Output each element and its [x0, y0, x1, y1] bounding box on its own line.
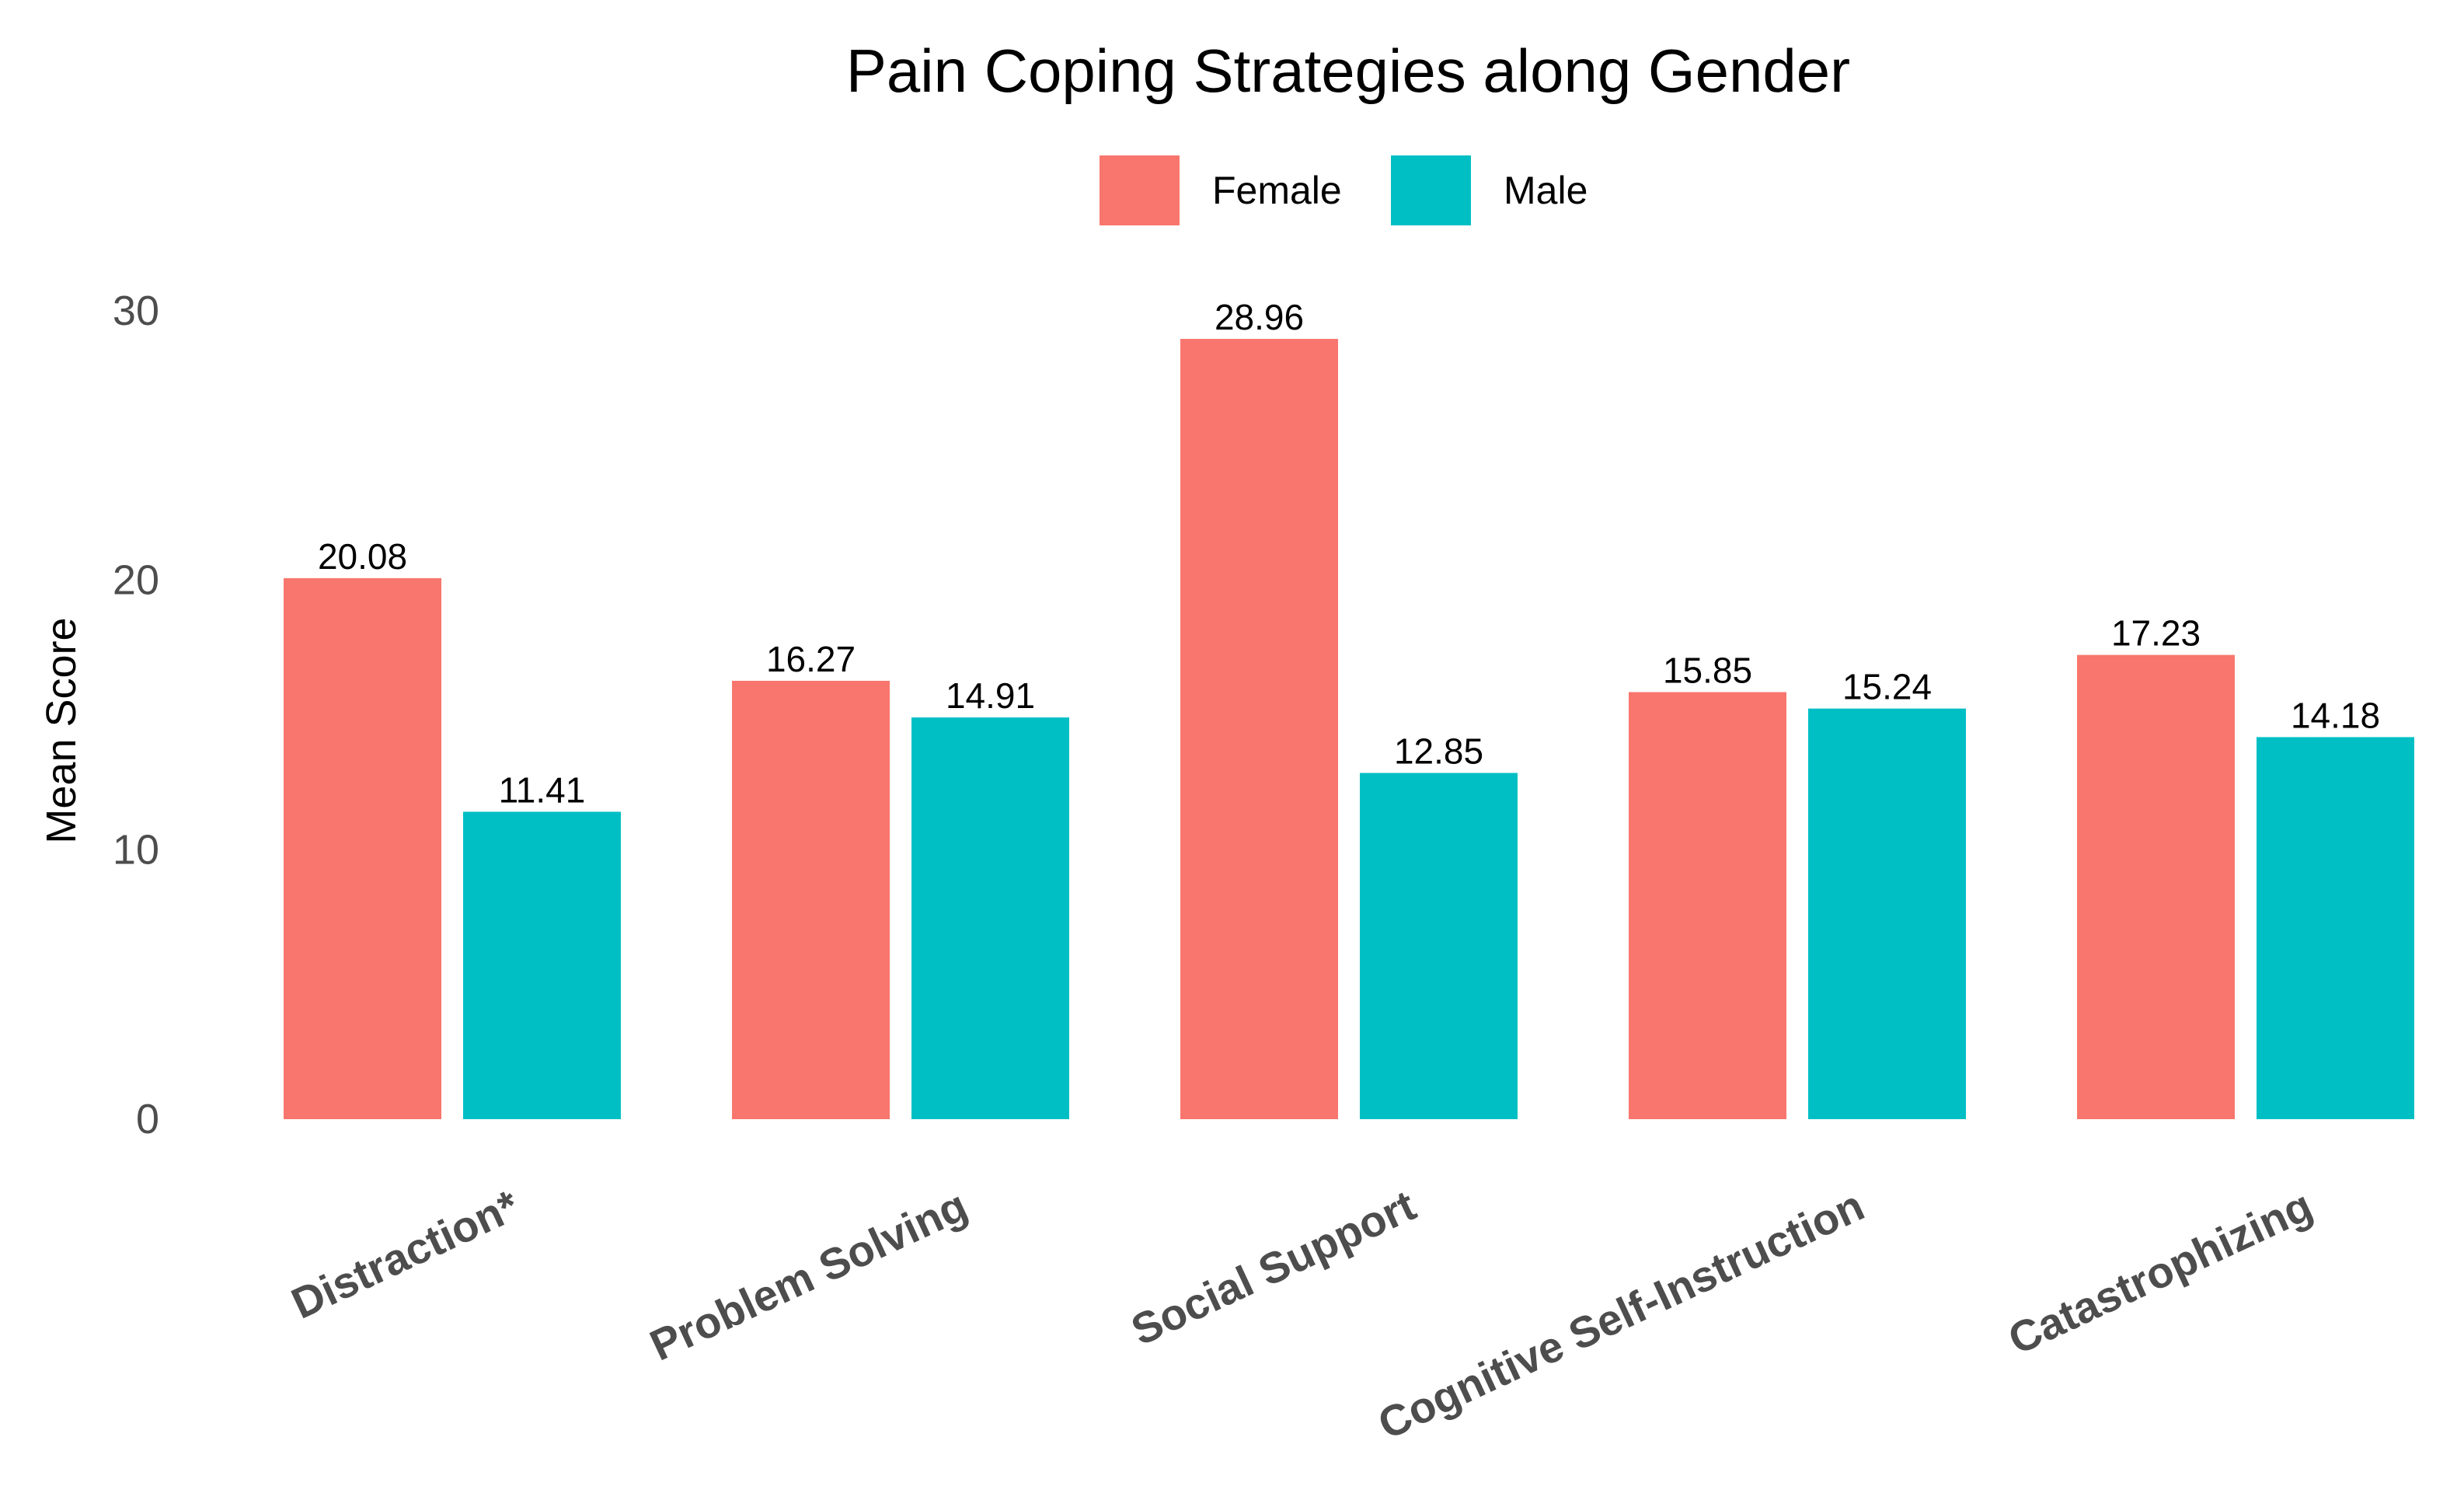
legend: Female Male	[1100, 155, 1587, 225]
y-tick-label: 0	[136, 1096, 159, 1142]
value-label-female-cognitive-self-instruction: 15.85	[1663, 651, 1752, 691]
legend-label-female: Female	[1212, 169, 1342, 212]
value-label-female-social-support: 28.96	[1215, 297, 1304, 337]
bar-male-social-support	[1360, 773, 1518, 1119]
bar-female-distraction	[284, 577, 441, 1119]
bar-male-problem-solving	[911, 717, 1069, 1119]
value-label-female-distraction: 20.08	[318, 536, 407, 577]
y-tick-label: 10	[113, 826, 159, 873]
bar-female-problem-solving	[732, 680, 890, 1119]
x-tick-label: Distraction*	[284, 1181, 527, 1328]
value-label-female-catastrophizing: 17.23	[2111, 613, 2201, 654]
bar-male-catastrophizing	[2257, 737, 2414, 1119]
x-tick-label: Catastrophizing	[2001, 1181, 2319, 1364]
y-axis-ticks: 0 10 20 30	[113, 288, 159, 1142]
legend-swatch-male	[1391, 155, 1471, 225]
bar-female-social-support	[1180, 339, 1338, 1119]
value-label-male-cognitive-self-instruction: 15.24	[1842, 667, 1932, 707]
x-tick-label: Social Support	[1124, 1181, 1423, 1355]
chart-title: Pain Coping Strategies along Gender	[846, 37, 1850, 105]
legend-swatch-female	[1100, 155, 1180, 225]
bar-female-catastrophizing	[2077, 654, 2235, 1119]
value-labels: 20.08 11.41 16.27 14.91 28.96 12.85 15.85 15.24…	[318, 297, 2380, 810]
bar-male-cognitive-self-instruction	[1808, 708, 1966, 1119]
value-label-female-problem-solving: 16.27	[766, 639, 856, 679]
y-tick-label: 20	[113, 557, 159, 604]
x-tick-label: Problem Solving	[643, 1181, 974, 1370]
value-label-male-social-support: 12.85	[1394, 731, 1483, 772]
legend-label-male: Male	[1504, 169, 1587, 212]
bars	[284, 339, 2414, 1119]
value-label-male-problem-solving: 14.91	[946, 675, 1035, 716]
value-label-male-distraction: 11.41	[499, 769, 586, 810]
y-axis-label: Mean Score	[38, 617, 85, 843]
x-tick-label: Cognitive Self-Instruction	[1371, 1181, 1871, 1449]
bar-male-distraction	[463, 811, 621, 1119]
y-tick-label: 30	[113, 288, 159, 334]
value-label-male-catastrophizing: 14.18	[2291, 695, 2380, 735]
x-axis-ticks: Distraction* Problem Solving Social Suppor…	[284, 1181, 2319, 1449]
bar-female-cognitive-self-instruction	[1629, 692, 1786, 1119]
